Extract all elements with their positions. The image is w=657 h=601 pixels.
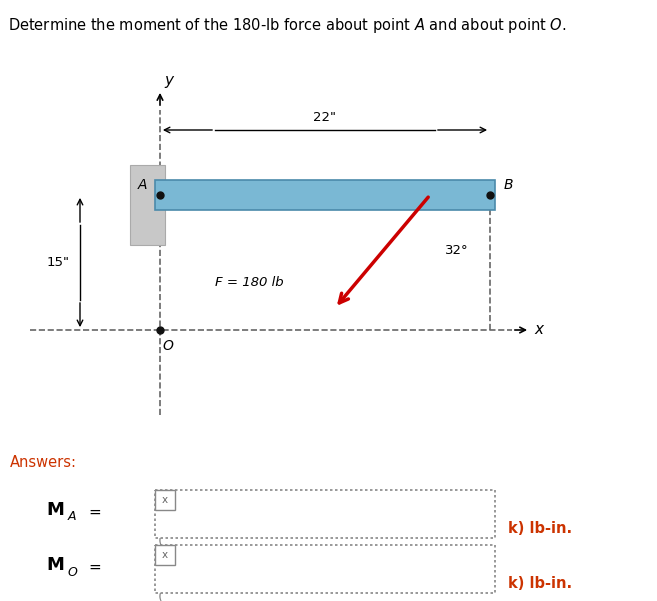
- Text: k) lb-in.: k) lb-in.: [508, 521, 572, 536]
- Text: 15": 15": [47, 256, 70, 269]
- Bar: [155, 180, 495, 210]
- Text: F = 180 lb: F = 180 lb: [215, 275, 284, 288]
- Bar: [130, 165, 165, 245]
- Bar: [155, 545, 175, 565]
- Text: O: O: [162, 339, 173, 353]
- Text: x: x: [534, 322, 543, 337]
- Text: O: O: [68, 566, 78, 579]
- Text: $\mathbf{M}$: $\mathbf{M}$: [46, 556, 64, 574]
- Text: y: y: [164, 73, 173, 88]
- Text: 32°: 32°: [445, 243, 468, 257]
- Text: Answers:: Answers:: [10, 455, 77, 470]
- Text: =: =: [88, 560, 101, 575]
- Text: A: A: [68, 510, 76, 523]
- Text: A: A: [137, 178, 147, 192]
- Text: k) lb-in.: k) lb-in.: [508, 576, 572, 591]
- Text: $\mathbf{M}$: $\mathbf{M}$: [46, 501, 64, 519]
- Text: B: B: [503, 178, 512, 192]
- Text: 22": 22": [313, 111, 336, 124]
- Bar: [155, 545, 495, 593]
- Text: x: x: [162, 495, 168, 505]
- Text: =: =: [88, 504, 101, 519]
- Bar: [155, 490, 175, 510]
- Text: (: (: [158, 589, 164, 601]
- Text: (: (: [158, 534, 164, 548]
- Text: Determine the moment of the 180-lb force about point $A$ and about point $O$.: Determine the moment of the 180-lb force…: [8, 16, 566, 35]
- Text: x: x: [162, 550, 168, 560]
- Bar: [155, 490, 495, 538]
